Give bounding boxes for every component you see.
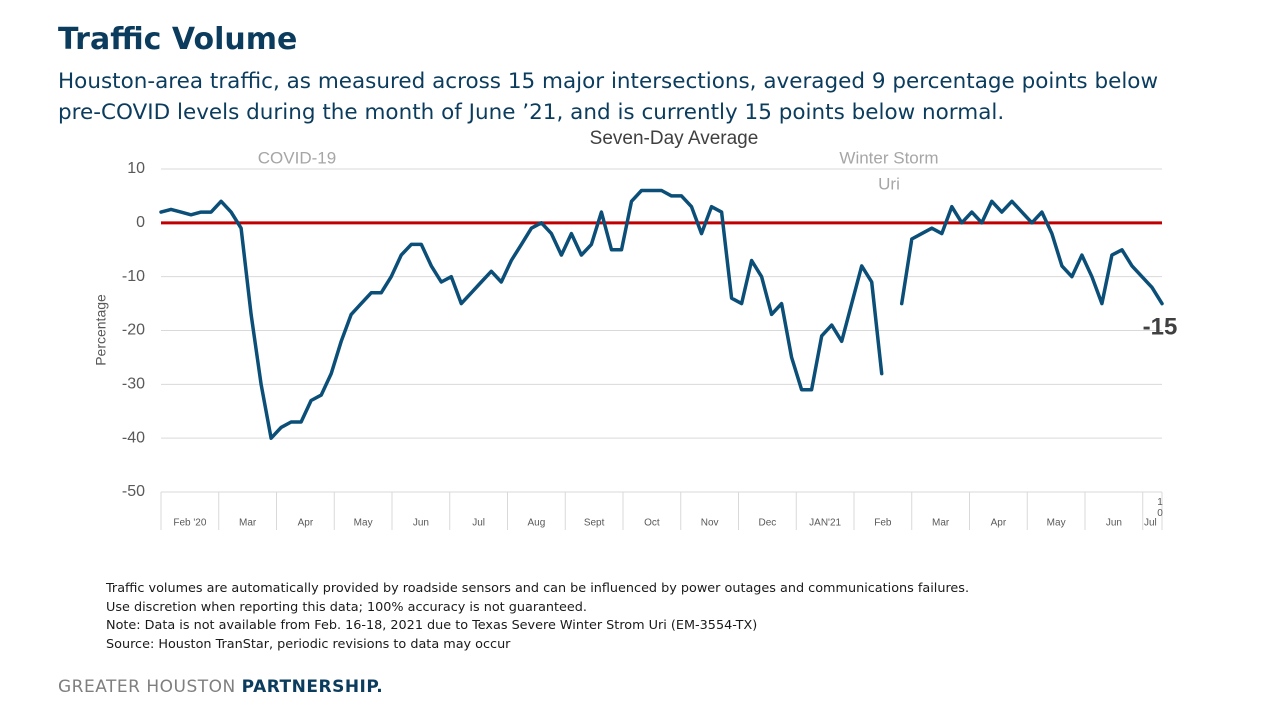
y-axis-label: Percentage (93, 294, 109, 366)
annotation: COVID-19 (258, 148, 336, 167)
annotation: Uri (878, 174, 900, 193)
x-tick-label: Aug (527, 518, 545, 529)
x-tick-label: Apr (298, 518, 314, 529)
x-tick-label: Jul (472, 518, 485, 529)
y-tick-label: -40 (122, 429, 145, 446)
x-tick-label: JAN'21 (809, 518, 841, 529)
title: Traffic Volume (58, 22, 298, 57)
x-tick-label: Feb (874, 518, 892, 529)
y-tick-label: -10 (122, 268, 145, 285)
logo-bold: PARTNERSHIP. (241, 677, 384, 697)
y-tick-label: -20 (122, 322, 145, 339)
x-tick-label: Jun (1106, 518, 1122, 529)
x-tick-label: Mar (239, 518, 257, 529)
x-tick-label: Oct (644, 518, 660, 529)
x-tick-label: May (354, 518, 373, 529)
logo: GREATER HOUSTON PARTNERSHIP. (58, 677, 383, 697)
x-tick-label: Nov (701, 518, 719, 529)
chart: Seven-Day Average Percentage 10 0 -10 -20 -30 -… (93, 128, 1178, 530)
y-tick-label: -50 (122, 483, 145, 500)
x-tick-label: Dec (758, 518, 776, 529)
x-tick-label: May (1047, 518, 1066, 529)
note: Use discretion when reporting this data;… (106, 599, 587, 615)
chart-title: Seven-Day Average (590, 128, 759, 149)
x-tick-label: Jun (413, 518, 429, 529)
note: Note: Data is not available from Feb. 16… (106, 618, 758, 633)
end-label: -15 (1143, 313, 1178, 340)
x-tick-label: Apr (991, 518, 1007, 529)
subtitle: Houston-area traffic, as measured across… (58, 69, 1159, 125)
x-tick-label: Sept (584, 518, 605, 529)
y-tick-label: 0 (136, 214, 145, 231)
note: Source: Houston TranStar, periodic revis… (106, 636, 511, 652)
y-tick-label: 10 (127, 160, 145, 177)
x-tick-label: Feb '20 (173, 518, 206, 529)
x-end-day: 10 (1155, 497, 1166, 519)
notes: Traffic volumes are automatically provid… (106, 580, 969, 654)
y-tick-label: -30 (122, 376, 145, 393)
note: Traffic volumes are automatically provid… (106, 581, 970, 596)
series-line (159, 188, 1164, 440)
annotation: Winter Storm (839, 148, 938, 167)
x-tick-label: Mar (932, 518, 950, 529)
logo-light: GREATER HOUSTON (58, 677, 236, 697)
x-tick-label: Jul (1144, 518, 1157, 529)
